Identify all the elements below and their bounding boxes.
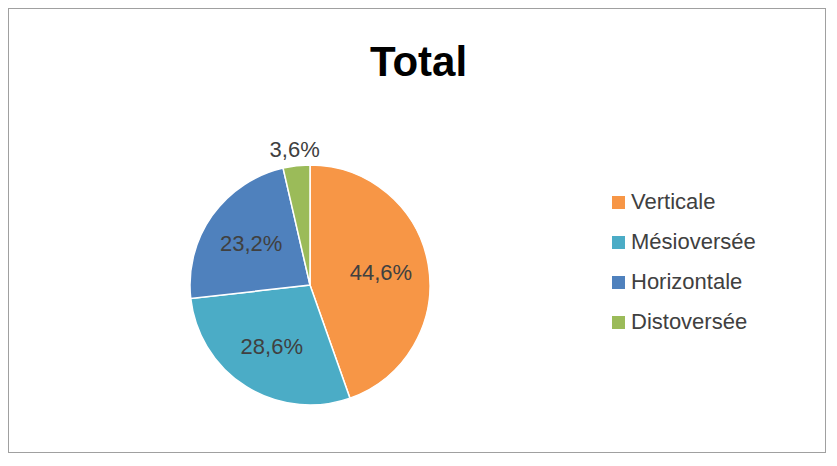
svg-text:28,6%: 28,6%: [241, 334, 303, 359]
html-text:Verticale: Verticale: [631, 189, 716, 214]
html-text:Total: Total: [369, 38, 468, 85]
svg-text:44,6%: 44,6%: [350, 260, 412, 285]
svg-text:3,6%: 3,6%: [270, 137, 320, 162]
html-text:Horizontale: Horizontale: [631, 269, 743, 294]
html-text:Distoversée: Distoversée: [631, 309, 748, 334]
html-text:Mésioversée: Mésioversée: [631, 229, 756, 254]
svg-text:23,2%: 23,2%: [220, 231, 282, 256]
